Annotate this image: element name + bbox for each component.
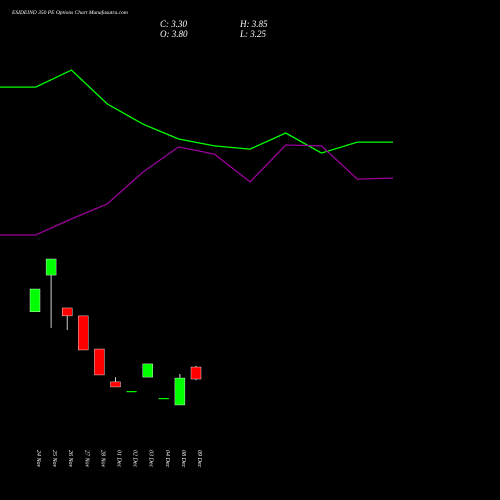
candle-body — [29, 288, 41, 313]
line-series — [0, 144, 394, 236]
x-tick-label: 01 Dec — [116, 450, 122, 467]
candle-body — [62, 307, 73, 317]
summary-close: C: 3.30 — [160, 19, 188, 29]
chart-title: ESIDEIND 350 PE Options Chart Munafasutr… — [11, 9, 128, 16]
summary-open: O: 3.80 — [160, 29, 188, 39]
x-tick-label: 02 Dec — [132, 450, 138, 467]
candle-body — [174, 377, 186, 406]
line-series — [0, 69, 393, 154]
x-tick-label: 28 Nov — [99, 450, 105, 468]
candle-body — [126, 391, 137, 393]
candle-body — [110, 381, 121, 388]
x-tick-label: 03 Dec — [148, 450, 154, 467]
candle-body — [190, 366, 202, 380]
candle-body — [78, 315, 89, 351]
candle-body — [142, 363, 153, 378]
x-tick-label: 08 Dec — [180, 450, 186, 467]
x-tick-label: 25 Nov — [51, 450, 57, 468]
candle-body — [158, 397, 169, 400]
candle-body — [45, 258, 57, 276]
x-tick-label: 27 Nov — [83, 450, 89, 468]
x-tick-label: 26 Nov — [67, 450, 73, 468]
x-tick-label: 09 Dec — [196, 450, 202, 467]
x-tick-label: 04 Dec — [164, 450, 171, 467]
x-tick-label: 24 Nov — [35, 450, 42, 468]
candle-body — [94, 348, 105, 376]
summary-high: H: 3.85 — [239, 19, 268, 29]
summary-low: L: 3.25 — [239, 29, 267, 39]
